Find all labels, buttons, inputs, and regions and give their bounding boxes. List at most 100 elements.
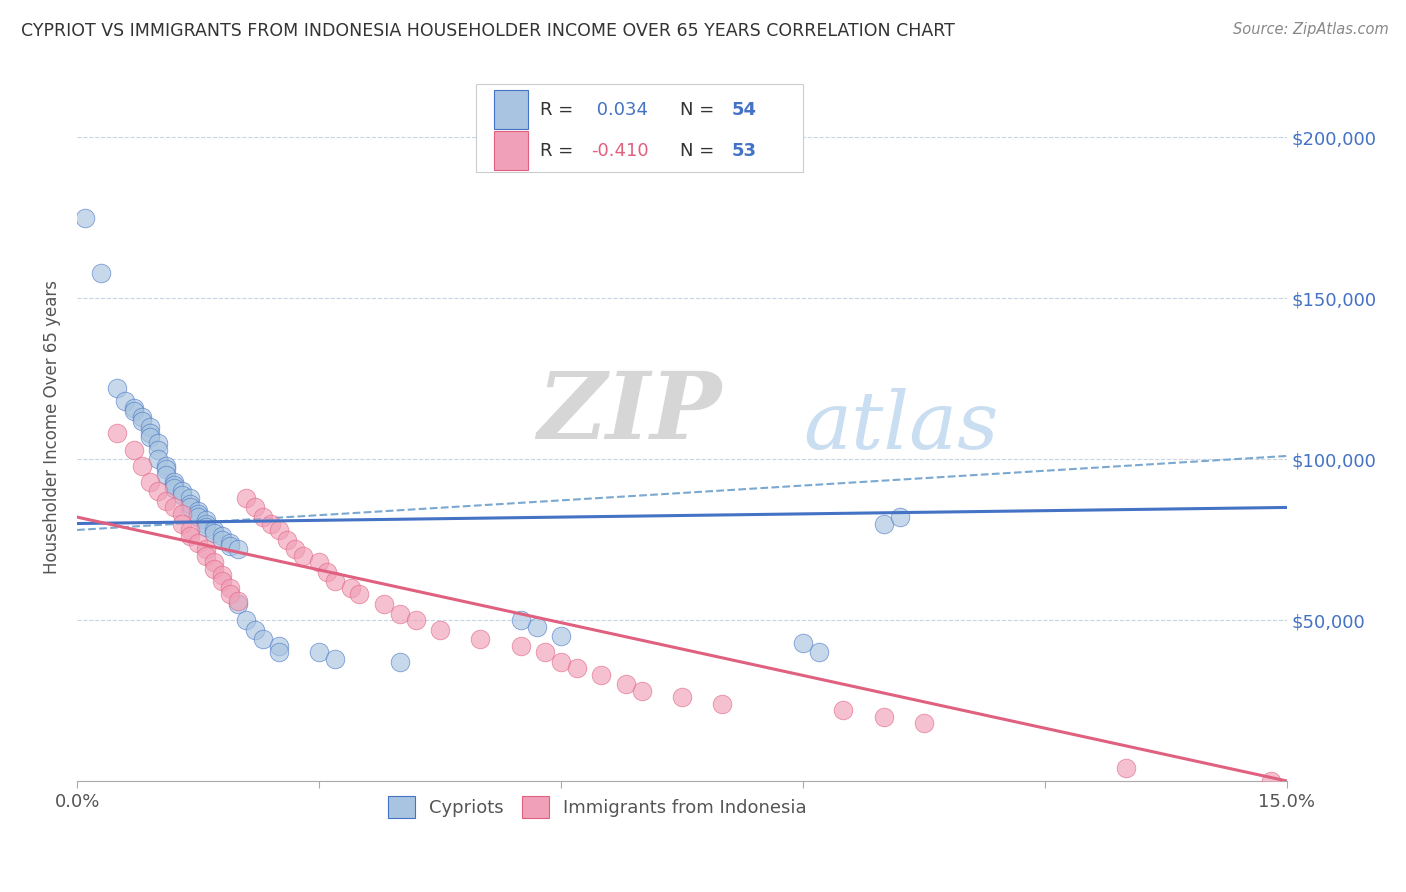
Text: R =: R = bbox=[540, 142, 579, 160]
Point bbox=[155, 468, 177, 483]
Point bbox=[138, 426, 160, 441]
FancyBboxPatch shape bbox=[477, 84, 803, 172]
Point bbox=[808, 645, 831, 659]
Point bbox=[509, 613, 531, 627]
Point bbox=[146, 484, 169, 499]
Point bbox=[219, 581, 242, 595]
Point bbox=[219, 587, 242, 601]
Point bbox=[163, 475, 186, 489]
Point bbox=[284, 542, 307, 557]
Point bbox=[323, 651, 346, 665]
Point bbox=[252, 510, 274, 524]
Point bbox=[534, 645, 557, 659]
Point bbox=[228, 597, 250, 611]
Point bbox=[163, 478, 186, 492]
Point bbox=[187, 536, 209, 550]
Point bbox=[211, 574, 233, 589]
Point bbox=[316, 565, 339, 579]
Point bbox=[243, 623, 266, 637]
Point bbox=[429, 623, 451, 637]
Point bbox=[195, 520, 218, 534]
Point bbox=[170, 507, 193, 521]
Point bbox=[170, 516, 193, 531]
Point bbox=[1115, 761, 1137, 775]
Point bbox=[138, 430, 160, 444]
Point bbox=[179, 497, 201, 511]
Point bbox=[187, 507, 209, 521]
Point bbox=[243, 500, 266, 515]
Point bbox=[349, 587, 371, 601]
Point bbox=[138, 475, 160, 489]
Point bbox=[170, 487, 193, 501]
Point bbox=[179, 500, 201, 515]
Point bbox=[179, 523, 201, 537]
Text: N =: N = bbox=[679, 101, 720, 119]
Point bbox=[202, 523, 225, 537]
Point bbox=[146, 436, 169, 450]
Point bbox=[155, 462, 177, 476]
Point bbox=[179, 529, 201, 543]
Point bbox=[122, 401, 145, 415]
Point bbox=[323, 574, 346, 589]
Point bbox=[131, 410, 153, 425]
Point bbox=[470, 632, 492, 647]
Point bbox=[75, 211, 97, 225]
Point bbox=[90, 266, 112, 280]
Text: 0.034: 0.034 bbox=[592, 101, 648, 119]
Point bbox=[146, 442, 169, 457]
Point bbox=[267, 639, 290, 653]
Point bbox=[228, 594, 250, 608]
Point bbox=[114, 394, 136, 409]
Point bbox=[163, 500, 186, 515]
Point bbox=[340, 581, 363, 595]
Point bbox=[155, 494, 177, 508]
Point bbox=[509, 639, 531, 653]
Point bbox=[155, 458, 177, 473]
Point bbox=[291, 549, 314, 563]
Legend: Cypriots, Immigrants from Indonesia: Cypriots, Immigrants from Indonesia bbox=[381, 789, 814, 825]
Point bbox=[671, 690, 693, 705]
FancyBboxPatch shape bbox=[495, 131, 529, 170]
Point bbox=[195, 513, 218, 527]
Point bbox=[1260, 774, 1282, 789]
Point bbox=[388, 607, 411, 621]
Point bbox=[195, 516, 218, 531]
Point bbox=[267, 523, 290, 537]
Point bbox=[308, 555, 330, 569]
Text: 53: 53 bbox=[731, 142, 756, 160]
Point bbox=[872, 516, 894, 531]
Point bbox=[163, 481, 186, 495]
FancyBboxPatch shape bbox=[495, 90, 529, 129]
Point bbox=[912, 716, 935, 731]
Text: R =: R = bbox=[540, 101, 579, 119]
Point bbox=[202, 555, 225, 569]
Point bbox=[614, 677, 637, 691]
Point bbox=[122, 442, 145, 457]
Point bbox=[276, 533, 298, 547]
Text: Source: ZipAtlas.com: Source: ZipAtlas.com bbox=[1233, 22, 1389, 37]
Point bbox=[219, 536, 242, 550]
Point bbox=[792, 635, 814, 649]
Text: N =: N = bbox=[679, 142, 720, 160]
Point bbox=[550, 655, 572, 669]
Point bbox=[591, 667, 613, 681]
Point bbox=[138, 420, 160, 434]
Point bbox=[211, 529, 233, 543]
Point bbox=[211, 533, 233, 547]
Point bbox=[146, 452, 169, 467]
Text: -0.410: -0.410 bbox=[592, 142, 650, 160]
Point bbox=[131, 413, 153, 427]
Point bbox=[195, 542, 218, 557]
Point bbox=[219, 539, 242, 553]
Point bbox=[260, 516, 283, 531]
Point bbox=[228, 542, 250, 557]
Point bbox=[832, 703, 855, 717]
Point bbox=[872, 709, 894, 723]
Point bbox=[630, 684, 652, 698]
Point bbox=[122, 404, 145, 418]
Point bbox=[526, 619, 548, 633]
Point bbox=[179, 491, 201, 505]
Point bbox=[308, 645, 330, 659]
Point bbox=[211, 568, 233, 582]
Point bbox=[373, 597, 395, 611]
